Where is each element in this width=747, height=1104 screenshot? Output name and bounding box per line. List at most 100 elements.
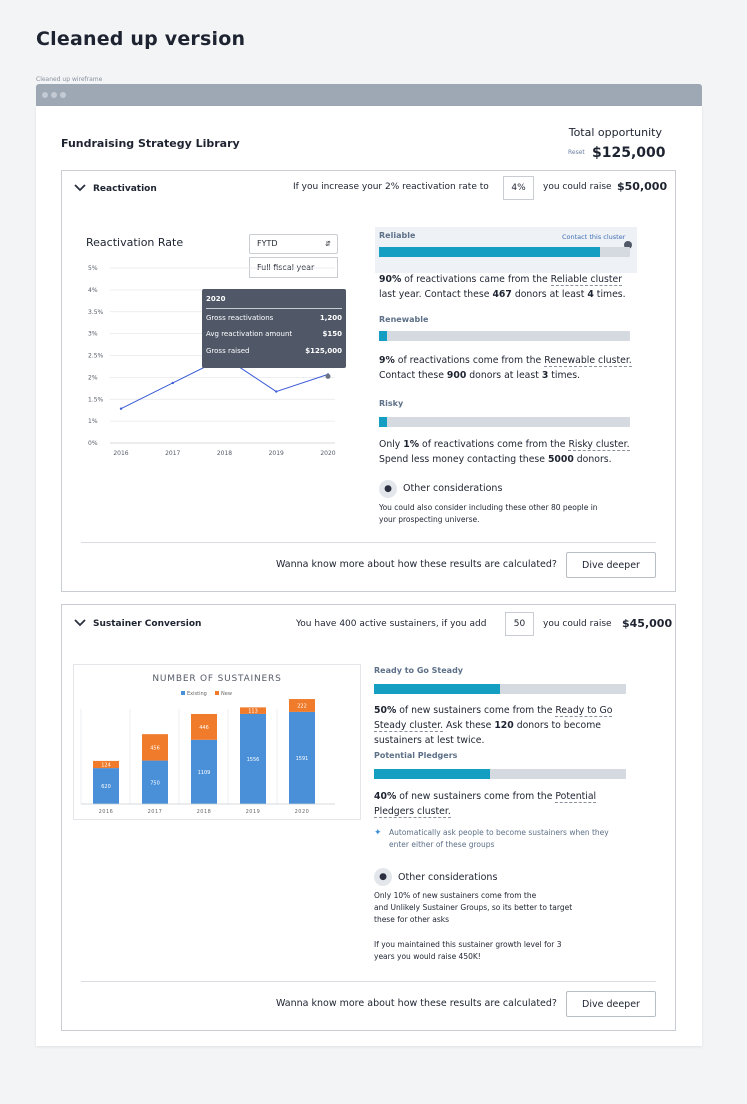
description-text: times. [548,370,581,381]
bar-new [142,734,168,761]
library-title: Fundraising Strategy Library [61,137,240,150]
cluster-link[interactable]: Ready to Go [555,705,613,717]
reactivation-rate-input[interactable]: 4% [503,176,534,200]
description-text: of reactivations come from the [419,439,569,450]
description-line: 50% of new sustainers come from the Read… [374,703,613,718]
description-line: Contact these 900 donors at least 3 time… [379,368,632,383]
cluster-bar [379,331,630,341]
cluster-description: 90% of reactivations came from the Relia… [379,272,626,302]
note-line: enter either of these groups [389,840,495,849]
cluster-name: Potential Pledgers [374,751,458,760]
cluster-description: 40% of new sustainers come from the Pote… [374,789,597,819]
sustainers-chart: NUMBER OF SUSTAINERS Existing New 620 124 201… [80,674,335,815]
description-text: Contact these [379,370,447,381]
cluster-link[interactable]: Reliable cluster [550,274,623,286]
period-option-full-year[interactable]: Full fiscal year [249,257,338,278]
x-tick-label: 2020 [320,450,335,457]
description-text: 90% [379,274,402,285]
select-arrows-icon: ⇵ [325,240,331,248]
description-text: Only [379,439,404,450]
chevron-down-icon[interactable] [74,184,86,195]
cluster-link[interactable]: Renewable cluster. [544,355,632,367]
cluster-bar-fill [374,684,500,694]
y-tick-label: 2% [88,374,98,381]
description-line: sustainers at lest twice. [374,733,612,748]
data-point [275,390,278,393]
other-considerations-title: Other considerations [403,483,503,494]
x-tick-label: 2017 [148,809,163,815]
window-dot-icon [42,92,48,98]
cluster-bar-fill [379,247,600,257]
legend-label: Existing [187,691,207,697]
note-line: You could also consider including these … [379,503,598,512]
y-tick-label: 2.5% [88,353,104,360]
description-text: donors to become [513,720,601,731]
description-text: 40% [374,791,397,802]
x-tick-label: 2017 [165,450,180,457]
note-line: and Unlikely Sustainer Groups, so its be… [374,903,573,912]
cluster-bar-fill [374,769,490,779]
reactivation-prompt: If you increase your 2% reactivation rat… [293,182,489,192]
description-text: of new sustainers come from the [396,791,556,802]
chart-title: Reactivation Rate [86,236,184,249]
total-opportunity-label: Total opportunity [568,126,662,139]
data-point [119,407,123,410]
bar-label: 113 [248,709,258,715]
wireframe-label: Cleaned up wireframe [36,76,103,83]
note-line: Only 10% of new sustainers come from the [374,891,537,900]
description-text: 4 [587,289,594,300]
dive-deeper-button[interactable]: Dive deeper [566,552,656,578]
y-tick-label: 0% [88,440,98,447]
cluster-bar-fill [379,331,387,341]
description-text: sustainers at lest twice. [374,735,485,746]
contact-cluster-link[interactable]: Contact this cluster [562,233,626,241]
sustainer-add-input[interactable]: 50 [505,612,534,636]
legend-swatch [181,691,185,695]
reactivation-amount: $50,000 [617,180,668,193]
description-text: 50% [374,705,397,716]
period-select[interactable]: FYTD ⇵ [249,234,338,254]
cluster-link[interactable]: Risky cluster. [568,439,630,451]
description-line: Spend less money contacting these 5000 d… [379,452,630,467]
cluster-link[interactable]: Pledgers cluster. [374,806,451,818]
auto-ask-note: Automatically ask people to become susta… [389,827,609,851]
description-text: 900 [446,370,467,381]
description-text: 467 [492,289,512,300]
cluster-name: Renewable [379,315,429,324]
description-line: Only 1% of reactivations come from the R… [379,437,630,452]
y-tick-label: 5% [88,265,98,272]
growth-note: If you maintained this sustainer growth … [374,939,562,963]
chevron-down-icon[interactable] [74,619,86,630]
description-text: donors at least [511,289,588,300]
tooltip-divider [206,308,342,309]
tooltip-row-label: Gross raised [206,347,250,355]
lightbulb-icon: ● [374,868,392,886]
note-line: these for other asks [374,915,450,924]
reset-link[interactable]: Reset [568,149,585,156]
description-line: last year. Contact these 467 donors at l… [379,287,626,302]
reactivation-title[interactable]: Reactivation [93,184,157,194]
description-text: times. [593,289,626,300]
other-considerations-text: You could also consider including these … [379,502,598,526]
cluster-description: Only 1% of reactivations come from the R… [379,437,630,467]
sustainer-raise-label: you could raise [543,619,612,629]
cluster-link[interactable]: Potential [555,791,597,803]
bar-label: 1109 [198,770,211,776]
note-line: Automatically ask people to become susta… [389,828,609,837]
description-text: of reactivations come from the [394,355,545,366]
window-titlebar [36,84,702,106]
sustainer-title[interactable]: Sustainer Conversion [93,619,202,629]
chart-tooltip: 2020 Gross reactivations 1,200 Avg react… [202,289,346,368]
bar-existing [240,713,266,804]
tooltip-year: 2020 [206,295,226,303]
description-text: donors. [573,454,612,465]
bar-new [93,760,119,769]
cluster-name: Reliable [379,231,416,240]
dive-deeper-button[interactable]: Dive deeper [566,991,656,1017]
note-line: If you maintained this sustainer growth … [374,940,562,949]
bar-existing [142,760,168,804]
description-text: Spend less money contacting these [379,454,548,465]
data-point [171,381,174,385]
description-text: donors at least [466,370,542,381]
cluster-link[interactable]: Steady cluster. [374,720,444,732]
